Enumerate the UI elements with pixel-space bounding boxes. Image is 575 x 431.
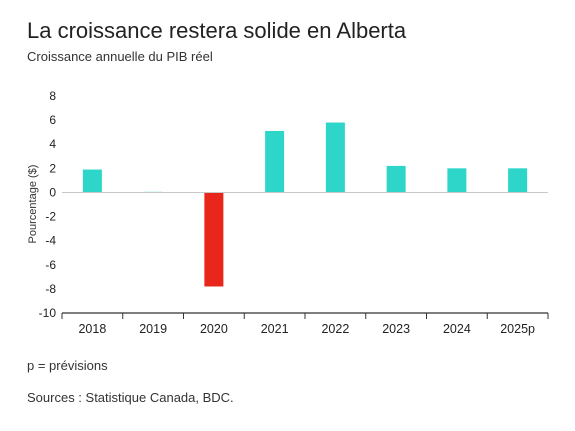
y-tick-label: -8 [45,282,56,296]
chart-title: La croissance restera solide en Alberta [27,18,407,43]
x-tick-label: 2018 [78,322,106,336]
source-note: Sources : Statistique Canada, BDC. [27,390,234,405]
bar-2025p [508,168,528,193]
bar-2023 [386,165,406,193]
bars [82,122,528,287]
y-tick-label: 8 [49,89,56,103]
y-tick-label: 6 [49,113,56,127]
bar-2024 [447,168,467,193]
bar-2022 [325,122,345,193]
y-tick-label: -6 [45,258,56,272]
y-tick-label: -2 [45,210,56,224]
x-tick-label: 2024 [443,322,471,336]
x-tick-label: 2020 [200,322,228,336]
y-axis-label: Pourcentage ($) [27,165,39,244]
bar-2020 [204,192,224,287]
x-tick-label: 2021 [261,322,289,336]
y-tick-label: 2 [49,161,56,175]
x-tick-label: 2022 [321,322,349,336]
y-tick-label: 0 [49,185,56,199]
x-axis-ticks: 2018 2019 2020 2021 2022 2023 2024 2025p [61,313,549,336]
x-tick-label: 2023 [382,322,410,336]
y-tick-label: 4 [49,137,56,151]
chart-subtitle: Croissance annuelle du PIB réel [27,49,213,64]
y-tick-label: -4 [45,234,56,248]
y-tick-label: -10 [39,306,57,320]
x-tick-label: 2025p [500,322,535,336]
x-tick-label: 2019 [139,322,167,336]
forecast-note: p = prévisions [27,358,108,373]
y-axis-ticks: 8 6 4 2 0 -2 -4 -6 -8 -10 [39,89,57,320]
bar-2021 [265,130,285,193]
bar-2018 [82,169,102,193]
